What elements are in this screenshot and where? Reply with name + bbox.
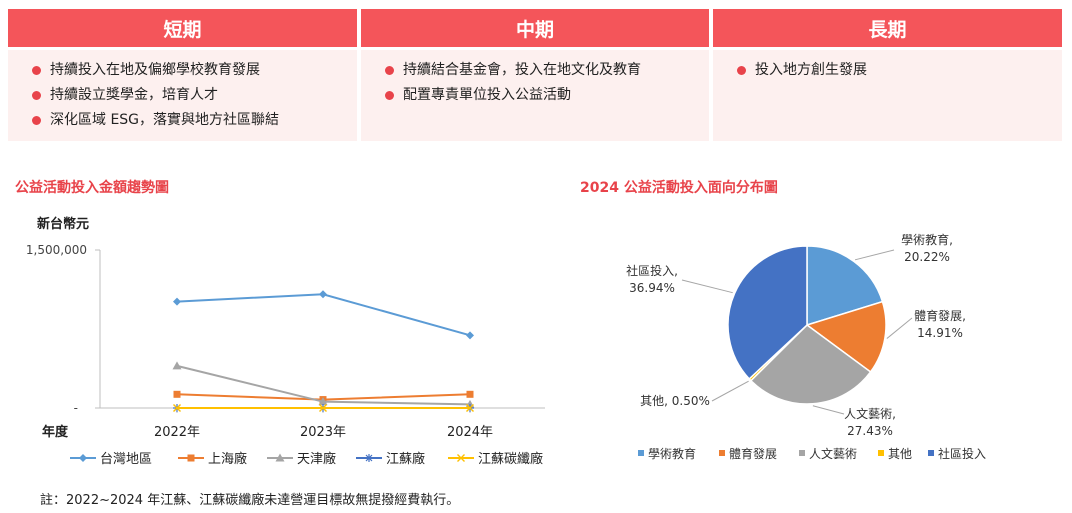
period-title: 中期 xyxy=(515,18,554,41)
series-台灣地區 xyxy=(173,290,474,340)
pie-leader-line xyxy=(711,380,749,402)
legend-label: 台灣地區 xyxy=(100,452,152,467)
list-item: 持續結合基金會，投入在地文化及教育 xyxy=(385,58,709,83)
legend-marker xyxy=(457,454,465,462)
legend-item: 江蘇廠 xyxy=(356,451,425,467)
legend-label: 江蘇廠 xyxy=(386,451,425,467)
bullet-icon xyxy=(385,66,394,75)
legend-label: 學術教育 xyxy=(648,446,696,461)
y-tick-label: 1,500,000 xyxy=(26,243,87,257)
legend-marker xyxy=(79,454,87,462)
legend-item: 其他 xyxy=(878,447,912,461)
legend-item: 江蘇碳纖廠 xyxy=(448,451,543,467)
x-tick-label: 2024年 xyxy=(447,425,493,440)
legend-marker xyxy=(365,454,373,462)
period-title: 長期 xyxy=(868,18,907,41)
list-item-text: 投入地方創生發展 xyxy=(755,62,867,78)
bullet-icon xyxy=(385,91,394,100)
list-item: 持續投入在地及偏鄉學校教育發展 xyxy=(32,58,357,83)
legend-label: 社區投入 xyxy=(938,446,986,461)
x-tick-label: 2023年 xyxy=(300,425,346,440)
legend-item: 社區投入 xyxy=(928,446,986,461)
legend-label: 上海廠 xyxy=(208,451,247,467)
pie-leader-line xyxy=(812,405,845,415)
bullet-icon xyxy=(737,66,746,75)
line-chart: 新台幣元 年度 - 1,500,000 2022年 2023年 2024年 台灣地區 上海… xyxy=(26,216,545,467)
data-point xyxy=(319,404,327,412)
legend-label: 江蘇碳纖廠 xyxy=(478,451,543,467)
data-point xyxy=(319,290,327,299)
pie-slice-體育發展 xyxy=(805,300,887,374)
pie-slice-學術教育 xyxy=(806,245,884,327)
list-item: 配置專責單位投入公益活動 xyxy=(385,83,709,108)
series-line xyxy=(176,293,471,337)
list-item-text: 持續結合基金會，投入在地文化及教育 xyxy=(403,62,641,78)
data-point xyxy=(173,297,181,306)
pie-data-label: 體育發展, 14.91% xyxy=(914,308,966,340)
legend-swatch xyxy=(719,450,725,456)
data-point xyxy=(466,404,474,412)
data-point xyxy=(173,390,181,398)
list-item-text: 深化區域 ESG，落實與地方社區聯結 xyxy=(50,112,280,128)
period-header-mid: 中期 xyxy=(361,9,709,47)
pie-data-label: 人文藝術, 27.43% xyxy=(844,406,896,438)
legend-item: 體育發展 xyxy=(719,446,777,461)
footnote: 註：2022~2024 年江蘇、江蘇碳纖廠未達營運目標故無提撥經費執行。 xyxy=(40,493,460,508)
data-point xyxy=(318,397,328,406)
legend-item: 學術教育 xyxy=(638,446,696,461)
data-point xyxy=(172,361,182,370)
legend-item: 台灣地區 xyxy=(70,452,152,467)
period-panel-mid: 持續結合基金會，投入在地文化及教育 配置專責單位投入公益活動 xyxy=(361,50,709,141)
series-天津廠 xyxy=(172,361,475,408)
bullet-icon xyxy=(32,91,41,100)
list-item-text: 持續設立獎學金，培育人才 xyxy=(50,87,218,103)
data-point xyxy=(466,331,474,340)
legend-swatch xyxy=(928,450,934,456)
list-item-text: 持續投入在地及偏鄉學校教育發展 xyxy=(50,62,260,78)
legend-item: 天津廠 xyxy=(267,451,336,467)
legend-label: 體育發展 xyxy=(729,446,777,461)
pie-data-label: 其他, 0.50% xyxy=(640,394,710,408)
period-header-long: 長期 xyxy=(713,9,1062,47)
period-header-short: 短期 xyxy=(8,9,357,47)
data-point xyxy=(466,390,474,398)
pie-slice-人文藝術 xyxy=(749,324,872,405)
legend-marker xyxy=(187,454,195,462)
period-panel-long: 投入地方創生發展 xyxy=(713,50,1062,141)
line-chart-title: 公益活動投入金額趨勢圖 xyxy=(15,180,169,196)
legend-label: 人文藝術 xyxy=(809,446,857,461)
pie-slice-社區投入 xyxy=(727,245,808,380)
period-title: 短期 xyxy=(163,18,202,41)
legend-label: 天津廠 xyxy=(297,451,336,467)
series-江蘇碳纖廠 xyxy=(173,404,474,412)
legend-marker xyxy=(275,453,285,462)
list-item: 深化區域 ESG，落實與地方社區聯結 xyxy=(32,108,357,133)
pie-chart-title: 2024 公益活動投入面向分布圖 xyxy=(580,180,778,196)
pie-data-label: 學術教育, 20.22% xyxy=(901,232,953,264)
y-tick-label: - xyxy=(74,401,78,415)
period-panel-short: 持續投入在地及偏鄉學校教育發展 持續設立獎學金，培育人才 深化區域 ESG，落實… xyxy=(8,50,357,141)
pie-chart: 學術教育, 20.22% 體育發展, 14.91% 人文藝術, 27.43% 其他, 0.5… xyxy=(626,232,986,461)
legend-swatch xyxy=(878,450,884,456)
pie-data-label: 社區投入, 36.94% xyxy=(626,263,678,295)
list-item-text: 配置專責單位投入公益活動 xyxy=(403,87,571,103)
list-item: 投入地方創生發展 xyxy=(737,58,1062,83)
list-item: 持續設立獎學金，培育人才 xyxy=(32,83,357,108)
legend-item: 人文藝術 xyxy=(799,446,857,461)
bullet-icon xyxy=(32,116,41,125)
x-axis-label: 年度 xyxy=(42,424,69,440)
legend-swatch xyxy=(799,450,805,456)
x-tick-label: 2022年 xyxy=(154,425,200,440)
pie-leader-line xyxy=(854,249,895,261)
bullet-icon xyxy=(32,66,41,75)
pie-leader-line xyxy=(886,317,913,339)
legend-item: 上海廠 xyxy=(178,451,247,467)
y-axis-label: 新台幣元 xyxy=(37,216,89,232)
data-point xyxy=(173,404,181,412)
pie-leader-line xyxy=(681,279,733,294)
legend-swatch xyxy=(638,450,644,456)
legend-label: 其他 xyxy=(888,447,912,461)
